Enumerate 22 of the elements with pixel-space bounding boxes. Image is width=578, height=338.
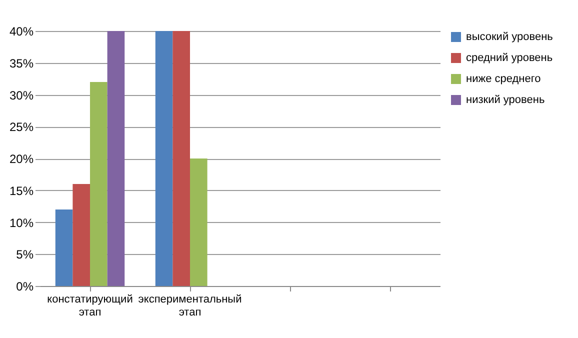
y-tick-label: 35% xyxy=(9,56,34,70)
y-tick-label: 30% xyxy=(9,88,34,102)
y-tick-label: 40% xyxy=(9,24,34,38)
bar xyxy=(107,31,125,286)
y-tick-label: 15% xyxy=(9,184,34,198)
y-tick-label: 20% xyxy=(9,152,34,166)
bar xyxy=(90,82,108,286)
legend-label: средний уровень xyxy=(466,52,553,64)
y-tick-label: 10% xyxy=(9,216,34,230)
x-tick-label: экспериментальный этап xyxy=(138,294,242,318)
legend-label: низкий уровень xyxy=(466,94,545,106)
bar xyxy=(55,210,73,286)
y-tick-label: 5% xyxy=(16,248,34,262)
y-tick-label: 0% xyxy=(16,280,34,294)
legend-label: высокий уровень xyxy=(466,31,554,43)
y-tick-label: 25% xyxy=(9,120,34,134)
bar xyxy=(172,31,190,286)
bar xyxy=(72,184,90,286)
bar xyxy=(155,31,173,286)
x-tick-label: констатирующий этап xyxy=(47,294,133,318)
legend-label: ниже среднего xyxy=(466,73,541,85)
bar xyxy=(190,158,208,286)
